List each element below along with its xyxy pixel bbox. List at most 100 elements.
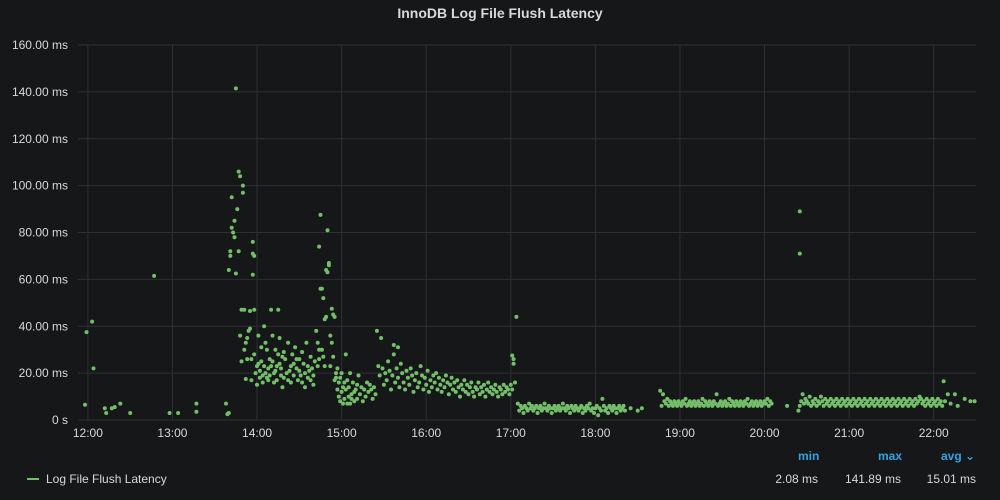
data-point bbox=[617, 403, 622, 408]
data-point bbox=[319, 347, 324, 352]
data-point bbox=[460, 387, 465, 392]
data-point bbox=[300, 350, 305, 354]
data-point bbox=[248, 326, 252, 331]
data-point bbox=[324, 314, 329, 319]
data-point bbox=[357, 392, 362, 397]
data-point bbox=[479, 385, 484, 390]
data-point bbox=[713, 401, 718, 406]
data-point bbox=[279, 366, 283, 371]
data-point bbox=[968, 399, 973, 404]
y-tick-label: 140.00 ms bbox=[12, 85, 68, 99]
data-point bbox=[785, 403, 790, 408]
data-point bbox=[510, 387, 515, 392]
data-point bbox=[489, 385, 494, 390]
data-point bbox=[242, 307, 247, 312]
legend-header-min[interactable]: min bbox=[798, 449, 820, 463]
data-point bbox=[556, 403, 561, 408]
data-point bbox=[326, 263, 331, 268]
data-point bbox=[194, 401, 199, 406]
data-point bbox=[336, 380, 341, 385]
data-point bbox=[256, 333, 261, 338]
data-point bbox=[436, 375, 441, 380]
data-point bbox=[262, 324, 267, 329]
data-point bbox=[331, 354, 336, 359]
data-point bbox=[376, 364, 381, 369]
data-point bbox=[802, 401, 806, 406]
data-point bbox=[411, 389, 416, 394]
data-point bbox=[871, 399, 876, 404]
legend-series-name[interactable]: Log File Flush Latency bbox=[46, 472, 167, 486]
data-point bbox=[367, 382, 372, 387]
data-point bbox=[535, 411, 540, 415]
data-point bbox=[579, 403, 584, 408]
data-point bbox=[621, 403, 626, 408]
y-tick-label: 80.00 ms bbox=[19, 226, 68, 240]
data-point bbox=[486, 380, 491, 385]
data-point bbox=[725, 401, 730, 406]
data-point bbox=[494, 389, 499, 394]
data-point bbox=[91, 366, 96, 371]
data-point bbox=[303, 371, 307, 376]
data-point bbox=[449, 375, 454, 380]
data-point bbox=[311, 373, 316, 378]
data-point bbox=[250, 272, 255, 277]
data-point bbox=[943, 399, 947, 404]
data-point bbox=[286, 378, 291, 383]
data-point bbox=[758, 399, 763, 404]
data-point bbox=[465, 382, 470, 387]
data-point bbox=[372, 385, 376, 390]
data-point bbox=[232, 235, 237, 240]
data-point bbox=[940, 403, 945, 408]
data-point bbox=[298, 373, 303, 378]
data-point bbox=[398, 361, 403, 366]
legend-series-max: 141.89 ms bbox=[844, 472, 901, 486]
data-point bbox=[400, 371, 405, 376]
data-point bbox=[807, 394, 812, 399]
data-point bbox=[252, 352, 257, 357]
data-point bbox=[663, 401, 668, 406]
data-point bbox=[112, 405, 117, 410]
legend: min max avg ⌄ bbox=[0, 448, 1000, 500]
data-point bbox=[796, 408, 801, 413]
data-point bbox=[303, 385, 307, 390]
data-point bbox=[876, 399, 881, 404]
data-point bbox=[475, 387, 479, 392]
data-point bbox=[397, 385, 402, 390]
data-point bbox=[359, 385, 364, 390]
data-point bbox=[859, 399, 864, 404]
data-point bbox=[865, 399, 870, 404]
data-point bbox=[300, 380, 305, 385]
data-point bbox=[613, 406, 618, 411]
data-point bbox=[317, 244, 322, 249]
data-point bbox=[840, 396, 845, 401]
data-point bbox=[366, 389, 371, 394]
data-point bbox=[797, 251, 802, 256]
panel-title[interactable]: InnoDB Log File Flush Latency bbox=[397, 5, 603, 21]
chevron-down-icon[interactable]: ⌄ bbox=[965, 449, 976, 463]
data-point bbox=[534, 403, 539, 408]
legend-header-avg[interactable]: avg bbox=[941, 449, 962, 463]
data-point bbox=[446, 392, 451, 397]
data-point bbox=[294, 357, 299, 362]
data-point bbox=[194, 409, 199, 414]
data-point bbox=[596, 413, 601, 418]
data-point bbox=[696, 399, 701, 404]
y-tick-label: 160.00 ms bbox=[12, 38, 68, 52]
data-point bbox=[345, 401, 350, 406]
data-point bbox=[301, 361, 306, 366]
data-point bbox=[827, 403, 832, 408]
data-point bbox=[700, 396, 705, 401]
data-point bbox=[511, 357, 516, 362]
data-point bbox=[383, 371, 388, 376]
data-point bbox=[128, 411, 133, 415]
data-point bbox=[763, 401, 768, 406]
data-point bbox=[586, 406, 591, 411]
data-point bbox=[240, 183, 245, 188]
data-point bbox=[325, 228, 330, 233]
data-point bbox=[281, 350, 286, 354]
data-point bbox=[458, 394, 462, 399]
data-point bbox=[250, 239, 255, 244]
legend-header-max[interactable]: max bbox=[878, 449, 903, 463]
data-point bbox=[480, 389, 485, 394]
data-point bbox=[283, 357, 288, 362]
